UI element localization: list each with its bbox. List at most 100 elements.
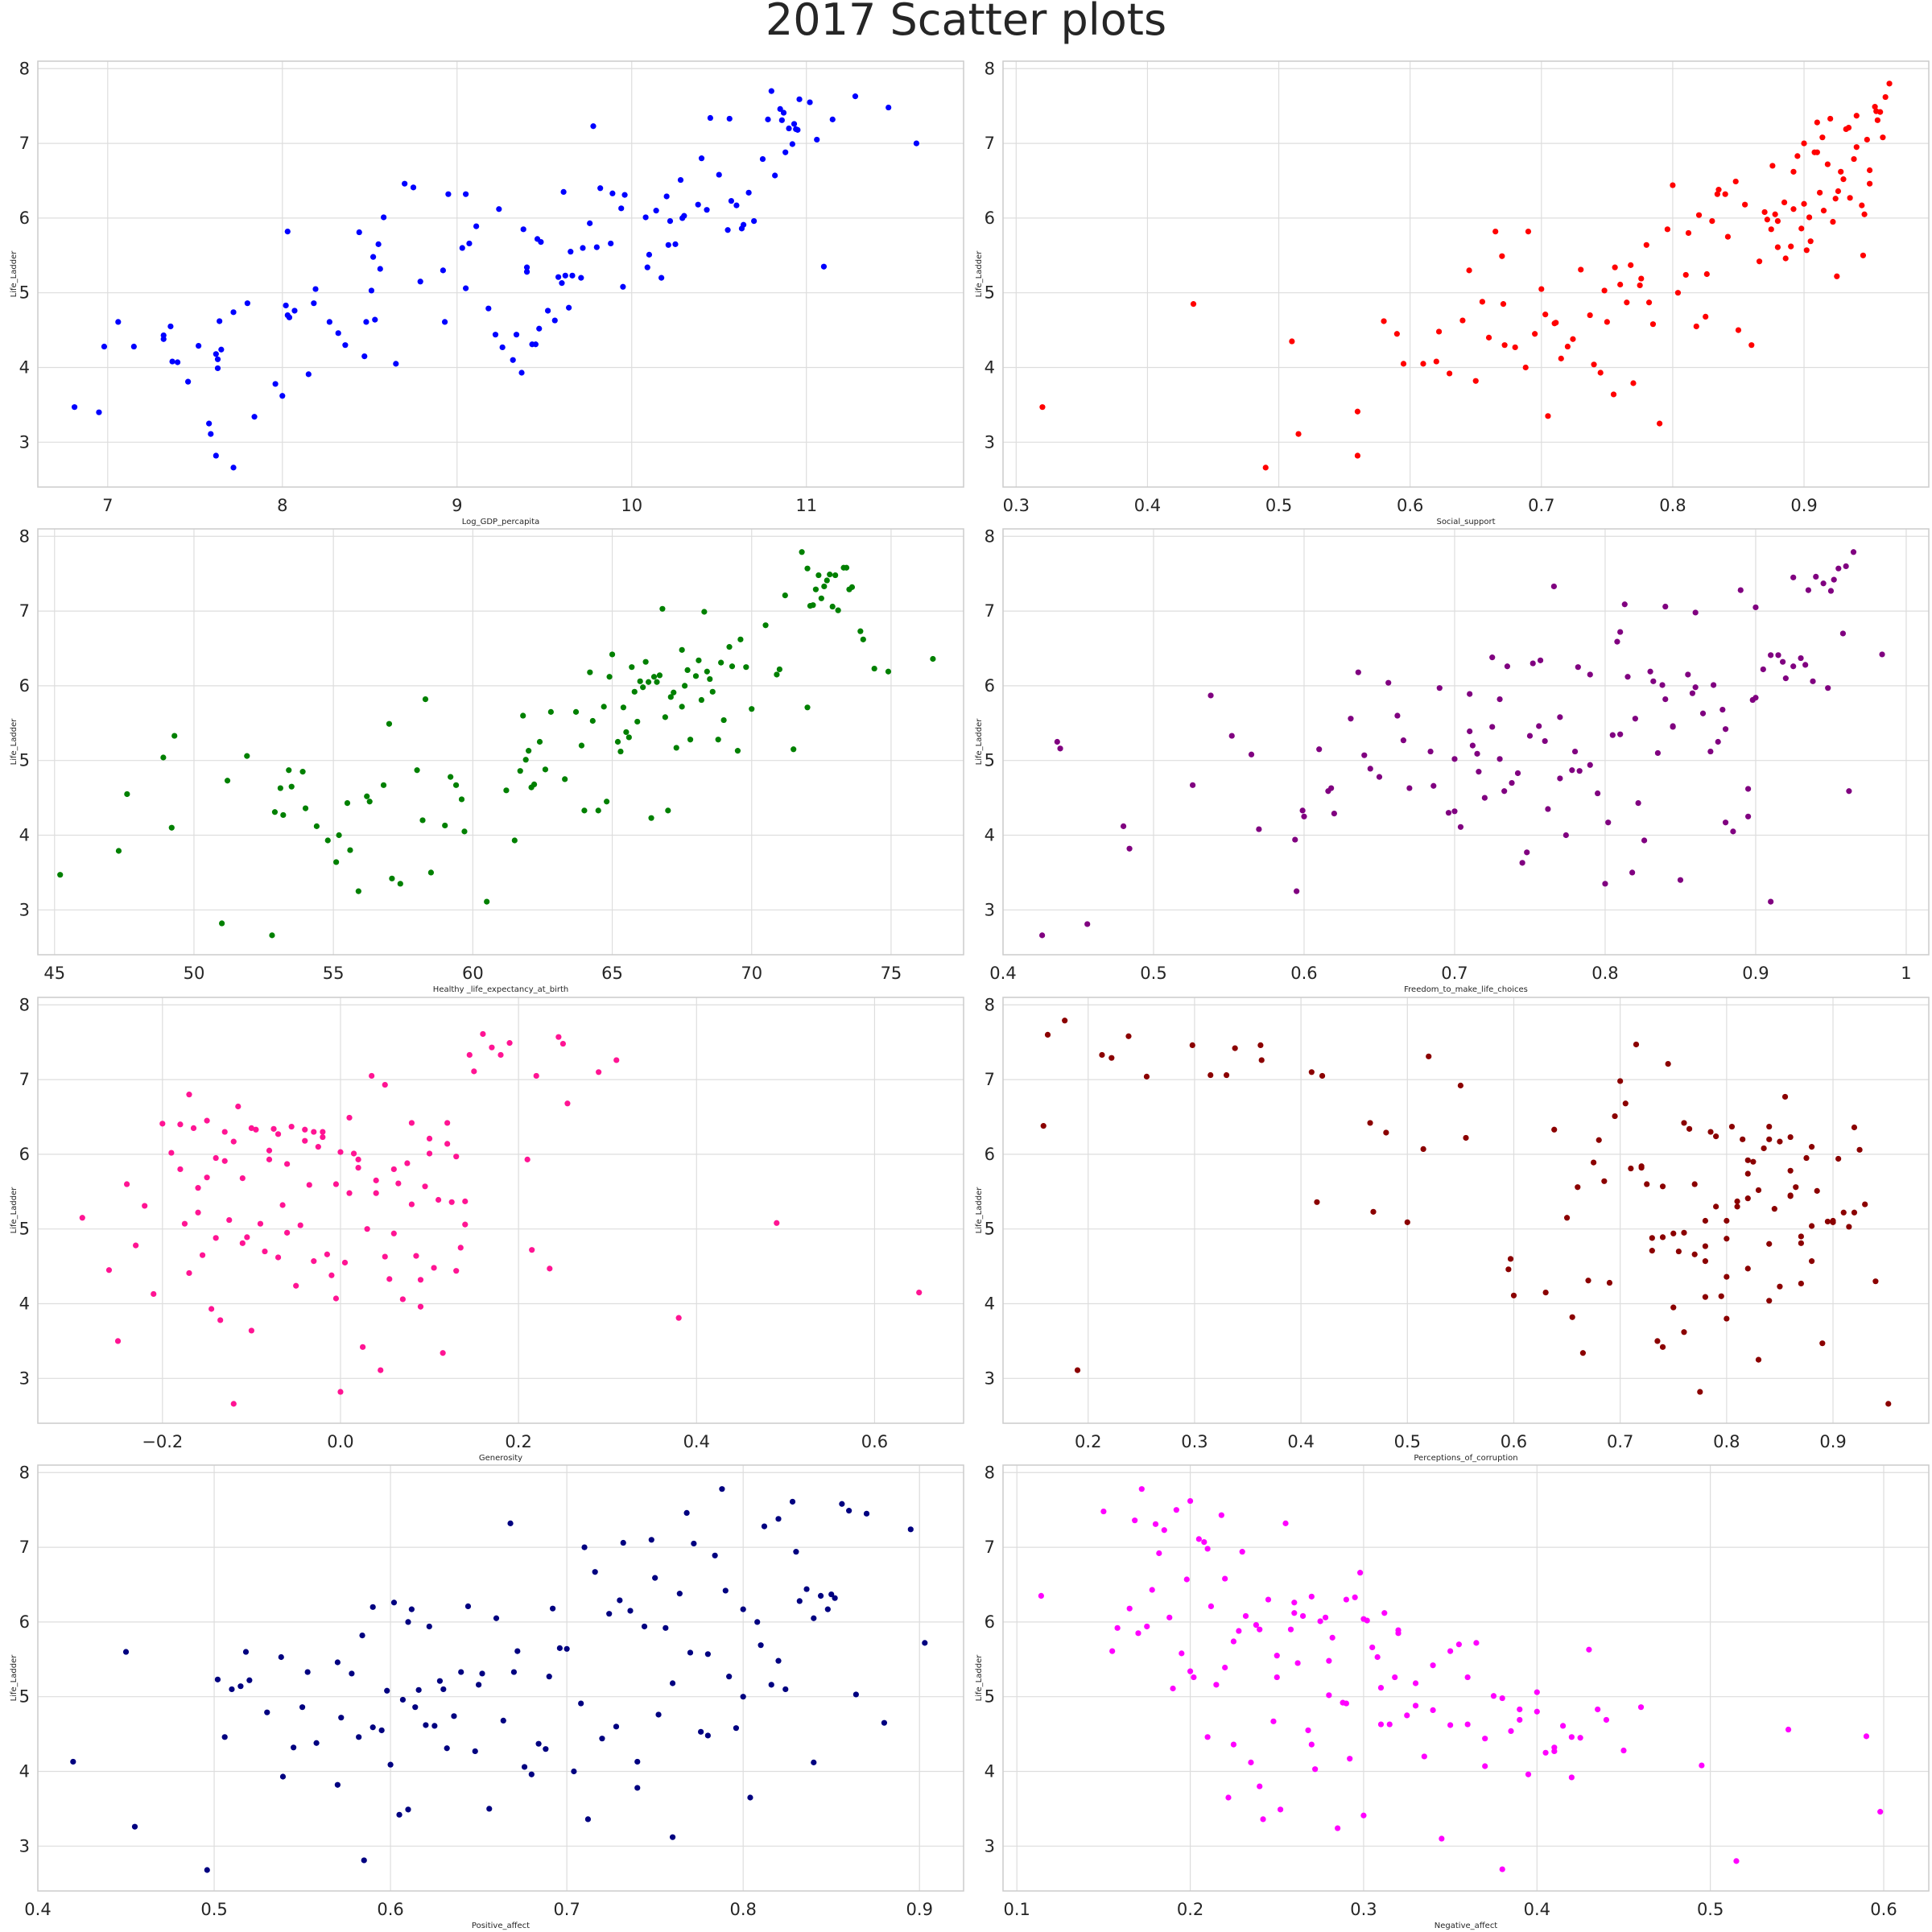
data-point <box>1360 1812 1367 1818</box>
data-point <box>510 357 516 363</box>
data-point <box>1568 1734 1575 1740</box>
data-point <box>1630 380 1637 386</box>
y-tick-label: 5 <box>19 283 30 303</box>
data-point <box>729 663 736 670</box>
data-point <box>423 1722 429 1728</box>
scatter-panel: 0.3 0.4 0.5 0.6 0.7 0.8 0.9 3 4 5 6 7 8 Social_suppor… <box>975 59 1930 526</box>
x-tick-label: 0.7 <box>1607 1432 1633 1451</box>
data-point <box>669 1834 676 1840</box>
x-axis-label: Social_support <box>1436 518 1495 526</box>
data-point <box>1421 1753 1427 1760</box>
data-point <box>526 748 532 754</box>
x-tick-label: −0.2 <box>142 1432 183 1451</box>
data-point <box>749 706 755 712</box>
plot-frame <box>1002 997 1930 1424</box>
data-point <box>827 572 833 578</box>
data-point <box>715 737 721 743</box>
data-point <box>1166 1614 1173 1620</box>
data-point <box>1577 1735 1583 1741</box>
data-point <box>326 319 332 325</box>
data-point <box>405 1806 411 1813</box>
data-point <box>440 1686 447 1693</box>
y-axis-label: Life_Ladder <box>10 1187 19 1234</box>
data-point <box>634 1785 641 1791</box>
data-point <box>101 343 108 350</box>
data-point <box>1638 1163 1645 1170</box>
data-point <box>1840 176 1847 183</box>
data-point <box>1624 299 1630 306</box>
data-point <box>671 689 677 696</box>
data-point <box>1499 1695 1505 1702</box>
data-point <box>745 189 752 196</box>
y-tick-label: 8 <box>19 526 30 546</box>
data-point <box>377 266 383 272</box>
data-point <box>1839 630 1847 637</box>
data-point <box>279 393 286 399</box>
x-tick-label: 0.7 <box>553 1900 580 1919</box>
y-tick-label: 6 <box>19 1612 30 1632</box>
y-tick-label: 7 <box>985 1538 995 1557</box>
data-point <box>1654 749 1662 757</box>
data-point <box>1722 726 1729 733</box>
data-point <box>669 1680 676 1686</box>
data-point <box>1473 1640 1480 1646</box>
data-point <box>435 1196 442 1203</box>
data-point <box>1740 1136 1746 1142</box>
data-point <box>1604 319 1610 325</box>
data-point <box>1143 1073 1150 1080</box>
data-point <box>751 218 758 225</box>
data-point <box>1745 786 1752 792</box>
x-tick-label: 0.8 <box>1591 964 1618 983</box>
data-point <box>1505 1266 1512 1273</box>
data-point <box>1126 845 1133 852</box>
data-point <box>279 1773 287 1780</box>
data-point <box>1659 1183 1666 1190</box>
data-point <box>1761 1145 1767 1152</box>
data-point <box>375 241 382 247</box>
data-point <box>786 125 792 132</box>
data-point <box>930 655 936 663</box>
data-point <box>722 1587 729 1594</box>
data-point <box>369 1604 376 1610</box>
data-point <box>1830 218 1836 225</box>
data-point <box>1190 301 1197 308</box>
data-point <box>532 341 539 348</box>
data-point <box>1062 1018 1068 1024</box>
data-point <box>886 104 892 111</box>
data-point <box>1517 1716 1523 1724</box>
data-point <box>578 275 584 281</box>
data-point <box>768 88 774 94</box>
data-point <box>305 371 312 378</box>
data-point <box>614 738 621 745</box>
data-point <box>726 644 733 650</box>
data-point <box>279 1202 286 1208</box>
data-point <box>652 1575 658 1581</box>
data-point <box>190 1125 197 1132</box>
data-point <box>662 714 668 720</box>
data-point <box>458 796 465 803</box>
data-point <box>1649 1235 1655 1241</box>
data-point <box>1257 1042 1264 1048</box>
data-point <box>1643 242 1649 248</box>
data-point <box>1335 1825 1341 1831</box>
data-point <box>1748 342 1755 349</box>
data-point <box>1325 788 1331 795</box>
data-point <box>230 309 237 316</box>
data-point <box>1274 1653 1280 1659</box>
data-point <box>564 1645 570 1652</box>
data-point <box>1709 218 1715 225</box>
data-point <box>271 809 279 815</box>
data-point <box>821 583 828 590</box>
data-point <box>1563 832 1569 839</box>
data-point <box>1467 728 1473 735</box>
data-point <box>698 155 705 162</box>
data-point <box>453 1268 460 1274</box>
data-point <box>1801 140 1807 147</box>
data-point <box>1820 208 1827 214</box>
data-point <box>1361 752 1368 758</box>
data-point <box>1469 742 1476 749</box>
data-point <box>444 1141 451 1147</box>
data-point <box>1420 1146 1426 1152</box>
data-point <box>1126 1605 1133 1612</box>
data-point <box>580 245 586 251</box>
